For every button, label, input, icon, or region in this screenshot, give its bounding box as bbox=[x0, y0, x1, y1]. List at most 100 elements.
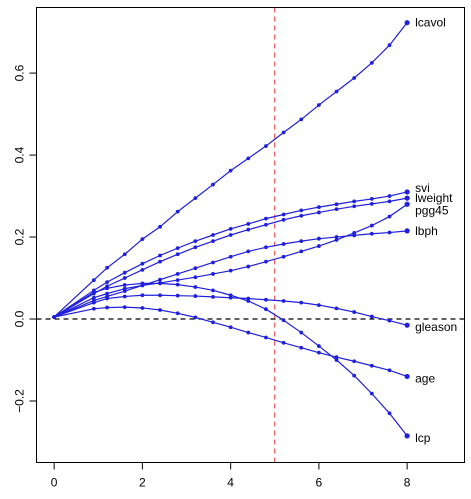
data-point bbox=[246, 299, 251, 303]
data-point bbox=[334, 238, 339, 242]
series-label-svi: svi bbox=[415, 181, 430, 195]
series-line-age bbox=[54, 306, 408, 377]
data-point bbox=[299, 208, 304, 213]
data-point bbox=[140, 293, 145, 298]
data-point bbox=[387, 43, 392, 48]
data-point bbox=[211, 239, 215, 244]
data-point bbox=[122, 283, 127, 287]
data-point bbox=[404, 189, 410, 195]
data-point bbox=[281, 340, 286, 345]
series-layer bbox=[52, 20, 410, 439]
data-point bbox=[404, 373, 410, 380]
data-point bbox=[316, 303, 321, 307]
data-point bbox=[158, 224, 162, 229]
data-point bbox=[387, 230, 392, 235]
series-label-lbph: lbph bbox=[415, 224, 438, 238]
data-point bbox=[281, 217, 286, 222]
data-point bbox=[334, 202, 339, 207]
data-point bbox=[105, 291, 109, 296]
data-point bbox=[211, 294, 215, 299]
data-point bbox=[264, 335, 268, 340]
data-point bbox=[264, 245, 268, 250]
data-point bbox=[369, 231, 374, 236]
data-point bbox=[404, 195, 410, 201]
data-point bbox=[105, 296, 109, 301]
data-point bbox=[193, 294, 198, 298]
series-lcavol bbox=[52, 20, 410, 319]
data-point bbox=[158, 259, 162, 264]
data-point bbox=[369, 197, 374, 201]
data-point bbox=[352, 76, 357, 80]
series-line-lcavol bbox=[53, 22, 408, 318]
data-point bbox=[91, 290, 96, 295]
data-point bbox=[281, 254, 286, 259]
data-point bbox=[158, 293, 162, 298]
data-point bbox=[369, 363, 374, 368]
data-point bbox=[246, 222, 251, 226]
data-point bbox=[91, 306, 96, 311]
data-point bbox=[404, 201, 410, 207]
data-point bbox=[228, 325, 233, 330]
reference-lines bbox=[36, 7, 465, 463]
data-point bbox=[334, 358, 339, 362]
data-point bbox=[105, 280, 109, 285]
x-tick-label: 2 bbox=[139, 476, 146, 490]
data-point bbox=[281, 318, 286, 323]
data-point bbox=[299, 330, 304, 335]
data-point bbox=[404, 322, 410, 328]
data-point bbox=[211, 272, 215, 276]
data-point bbox=[52, 315, 57, 319]
data-point bbox=[369, 201, 374, 206]
data-point bbox=[175, 246, 180, 251]
data-point bbox=[140, 306, 145, 310]
data-point bbox=[211, 182, 215, 187]
data-point bbox=[264, 222, 268, 227]
data-point bbox=[404, 433, 410, 439]
data-point bbox=[175, 282, 180, 287]
data-point bbox=[316, 210, 321, 215]
data-point bbox=[299, 213, 304, 218]
data-point bbox=[158, 277, 162, 282]
series-line-pgg45 bbox=[53, 203, 408, 318]
data-point bbox=[193, 315, 198, 320]
data-point bbox=[369, 391, 374, 396]
data-point bbox=[281, 299, 286, 303]
data-point bbox=[105, 286, 109, 291]
data-point bbox=[299, 239, 304, 244]
data-point bbox=[228, 168, 233, 173]
data-point bbox=[316, 103, 321, 107]
data-point bbox=[175, 311, 180, 316]
data-point bbox=[264, 216, 268, 221]
data-point bbox=[140, 261, 145, 266]
data-point bbox=[228, 293, 233, 298]
data-point bbox=[193, 275, 198, 280]
data-point bbox=[352, 359, 357, 364]
y-tick-label: −0.2 bbox=[13, 389, 27, 413]
data-point bbox=[246, 330, 251, 335]
series-lcp bbox=[52, 281, 410, 439]
data-point bbox=[228, 233, 233, 237]
data-point bbox=[299, 249, 304, 254]
series-gleason bbox=[52, 293, 410, 328]
data-point bbox=[140, 237, 145, 241]
data-point bbox=[140, 281, 145, 286]
data-point bbox=[228, 254, 233, 259]
data-point bbox=[175, 278, 180, 282]
data-point bbox=[246, 227, 251, 232]
plot-frame bbox=[36, 7, 465, 463]
series-pgg45 bbox=[52, 201, 410, 319]
series-line-lcp bbox=[53, 282, 408, 437]
data-point bbox=[264, 259, 268, 264]
data-point bbox=[246, 264, 251, 269]
data-point bbox=[316, 205, 321, 210]
data-point bbox=[352, 204, 357, 209]
data-point bbox=[140, 267, 145, 272]
data-point bbox=[299, 345, 304, 350]
series-label-age: age bbox=[415, 371, 435, 385]
data-point bbox=[246, 156, 251, 161]
data-point bbox=[369, 223, 374, 228]
data-point bbox=[91, 278, 96, 282]
data-point bbox=[316, 344, 321, 348]
data-point bbox=[211, 260, 215, 265]
series-label-gleason: gleason bbox=[415, 320, 457, 334]
